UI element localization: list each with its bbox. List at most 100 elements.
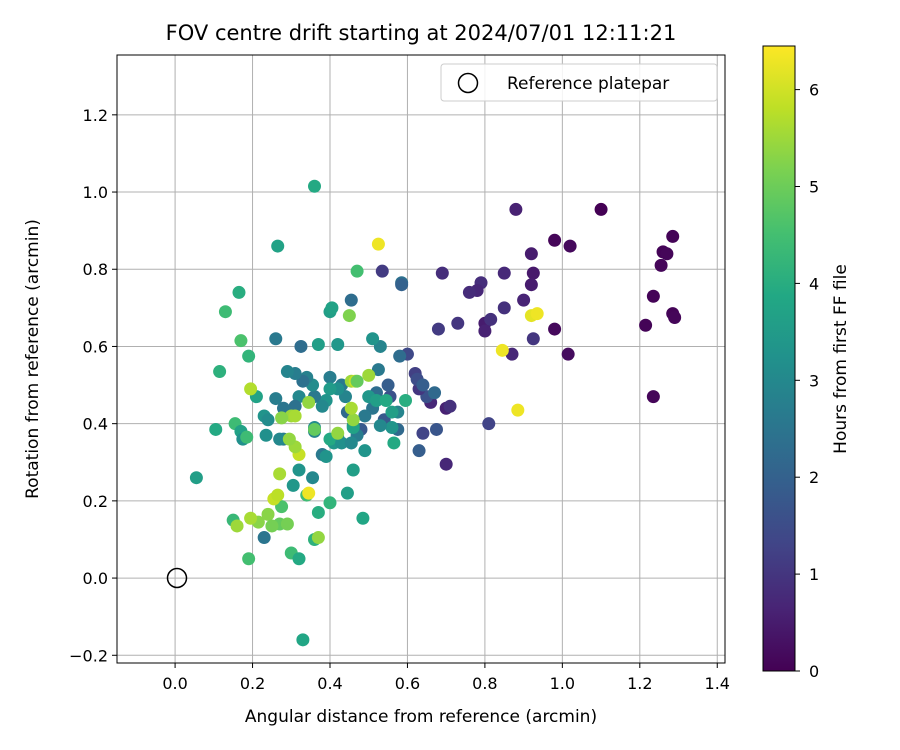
data-point (385, 405, 399, 419)
data-point (323, 370, 337, 384)
data-points (189, 179, 682, 647)
data-point (244, 382, 258, 396)
grid (117, 55, 725, 663)
y-axis-ticks: −0.2 0.0 0.2 0.4 0.6 0.8 1.0 1.2 (69, 106, 117, 665)
data-point (563, 239, 577, 253)
data-point (379, 393, 393, 407)
data-point (242, 349, 256, 363)
data-point (482, 417, 496, 431)
data-point (387, 436, 401, 450)
legend-box (440, 63, 718, 102)
data-point (381, 378, 395, 392)
data-point (344, 293, 358, 307)
data-point (362, 368, 376, 382)
plot-frame (116, 54, 726, 664)
data-point (517, 293, 531, 307)
data-point (346, 463, 360, 477)
data-point (509, 202, 523, 216)
data-point (639, 318, 653, 332)
data-point (371, 363, 385, 377)
colorbar-tick-label: 5 (809, 178, 819, 197)
x-tick-label: 0.0 (162, 674, 187, 693)
data-point (273, 432, 287, 446)
data-point (261, 413, 275, 427)
data-point (273, 467, 287, 481)
x-axis-ticks: 0.0 0.2 0.4 0.6 0.8 1.0 1.2 1.4 (162, 663, 730, 693)
x-tick-label: 0.6 (395, 674, 420, 693)
data-point (530, 307, 544, 321)
data-point (526, 332, 540, 346)
data-point (594, 202, 608, 216)
data-point (244, 511, 258, 525)
legend-entry-reference-platepar: Reference platepar (507, 74, 669, 94)
data-point (240, 430, 254, 444)
data-point (288, 409, 302, 423)
data-point (282, 432, 296, 446)
data-point (548, 322, 562, 336)
data-point (280, 365, 294, 379)
data-point (271, 488, 285, 502)
data-point (331, 426, 345, 440)
data-point (435, 266, 449, 280)
data-point (325, 301, 339, 315)
y-tick-label: −0.2 (69, 646, 108, 665)
y-axis-label: Rotation from reference (arcmin) (23, 219, 43, 499)
legend-marker (457, 72, 479, 94)
data-point (218, 305, 232, 319)
data-point (308, 179, 322, 193)
data-point (395, 278, 409, 292)
data-point (393, 349, 407, 363)
data-point (366, 332, 380, 346)
colorbar-tick-label: 3 (809, 371, 819, 390)
x-tick-label: 0.2 (240, 674, 265, 693)
data-point (315, 399, 329, 413)
data-point (358, 444, 372, 458)
data-point (296, 633, 310, 647)
data-point (385, 421, 399, 435)
data-point (323, 382, 337, 396)
data-point (431, 322, 445, 336)
x-tick-label: 0.4 (317, 674, 342, 693)
data-point (259, 428, 273, 442)
chart-title: FOV centre drift starting at 2024/07/01 … (166, 21, 677, 45)
data-point (257, 531, 271, 545)
data-point (371, 237, 385, 251)
data-point (497, 266, 511, 280)
data-point (230, 519, 244, 533)
y-tick-label: 0.0 (83, 569, 108, 588)
data-point (286, 478, 300, 492)
data-point (275, 411, 289, 425)
data-point (443, 399, 457, 413)
data-point (526, 266, 540, 280)
data-point (654, 258, 668, 272)
x-tick-label: 0.8 (472, 674, 497, 693)
data-point (561, 347, 575, 361)
data-point (358, 409, 372, 423)
data-point (495, 343, 509, 357)
data-point (373, 419, 387, 433)
data-point (311, 338, 325, 352)
data-point (666, 229, 680, 243)
data-point (439, 457, 453, 471)
data-point (213, 365, 227, 379)
data-point (462, 285, 476, 299)
data-point (189, 471, 203, 485)
data-point (209, 422, 223, 436)
x-axis-label: Angular distance from reference (arcmin) (245, 707, 597, 727)
data-point (346, 413, 360, 427)
colorbar-tick-label: 6 (809, 81, 819, 100)
x-tick-label: 1.2 (627, 674, 652, 693)
data-point (375, 264, 389, 278)
data-point (524, 247, 538, 261)
data-point (369, 393, 383, 407)
data-point (344, 401, 358, 415)
data-point (350, 264, 364, 278)
data-point (302, 486, 316, 500)
data-point (271, 239, 285, 253)
colorbar-ticks: 0 1 2 3 4 5 6 (795, 81, 819, 681)
data-point (302, 395, 316, 409)
colorbar-tick-label: 1 (809, 565, 819, 584)
data-point (311, 505, 325, 519)
data-point (344, 436, 358, 450)
